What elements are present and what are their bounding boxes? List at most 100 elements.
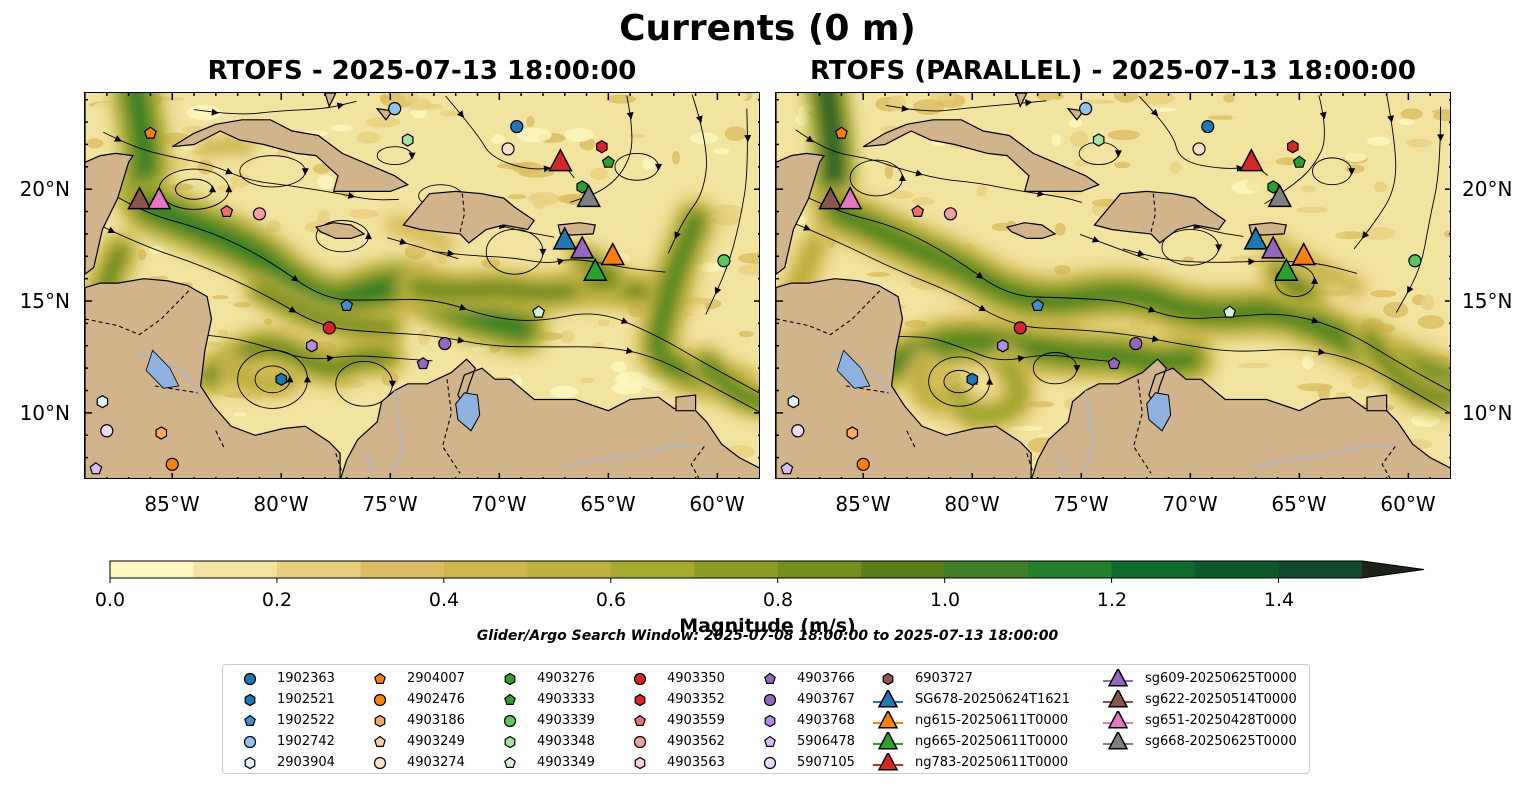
y-tick-label: 10°N [1462, 401, 1513, 425]
legend-shape [634, 714, 646, 726]
streamline-arrow [456, 110, 465, 118]
streamline-arrow [1236, 164, 1244, 172]
land-central [776, 278, 1032, 478]
glider-marker [569, 235, 595, 259]
colorbar-segment [443, 561, 528, 578]
legend-label: ng615-20250611T0000 [915, 713, 1069, 728]
legend-shape [764, 714, 776, 728]
streamline-arrow [986, 377, 994, 385]
streamline-arrow [288, 306, 297, 313]
legend-triangle [1107, 669, 1129, 687]
glider-marker [552, 226, 577, 250]
streamline [1264, 95, 1325, 205]
land [85, 93, 759, 478]
argo-float-marker [532, 305, 546, 318]
legend-triangle [1107, 690, 1129, 708]
argo-float-marker [596, 140, 608, 154]
legend-label: 4903276 [537, 671, 595, 686]
streamline-arrow [557, 258, 565, 266]
legend-label: sg651-20250428T0000 [1145, 713, 1297, 728]
streamline-arrow [1387, 115, 1395, 123]
colorbar-segment [527, 561, 612, 578]
streamline-arrow [1091, 235, 1100, 243]
colorbar-segment [861, 561, 946, 578]
glider-marker [576, 183, 601, 208]
argo-float-marker [100, 424, 114, 438]
argo-float-marker [997, 339, 1009, 353]
legend-marker-icon [1103, 690, 1133, 708]
streamline-arrow [714, 286, 722, 295]
colorbar-tick-label: 1.2 [1096, 589, 1128, 611]
legend-shape [763, 693, 777, 707]
glider-marker [818, 186, 843, 210]
streamline-arrow [805, 135, 814, 143]
y-tick-label: 20°N [19, 177, 70, 201]
x-tick-label: 60°W [1380, 492, 1436, 516]
land [776, 93, 1450, 478]
legend-marker-icon [633, 735, 647, 749]
glider-marker [1274, 257, 1299, 281]
colorbar-segment [1111, 561, 1196, 578]
streamline-arrow [336, 102, 345, 110]
legend-label: SG678-20250624T1621 [915, 692, 1071, 707]
colorbar-segment [1028, 561, 1113, 578]
legend-marker-icon [244, 714, 256, 726]
streamline-arrow [107, 226, 116, 234]
legend-shape [244, 714, 256, 726]
x-tick-label: 65°W [580, 492, 636, 516]
legend-label: ng783-20250611T0000 [915, 755, 1069, 770]
argo-float-marker [576, 180, 588, 194]
streamline [1395, 106, 1442, 313]
legend-shape [243, 672, 257, 686]
left-panel-title: RTOFS - 2025-07-13 18:00:00 [207, 56, 637, 86]
legend-shape [374, 672, 386, 684]
streamline-arrow [286, 375, 294, 383]
legend-label: 4903349 [537, 755, 595, 770]
river [365, 452, 374, 472]
x-tick-label: 80°W [253, 492, 309, 516]
x-tick-label: 85°W [835, 492, 891, 516]
country-border [1026, 453, 1034, 474]
streamline-arrow [1151, 335, 1160, 343]
country-border [335, 453, 343, 474]
legend-marker-icon [873, 690, 903, 708]
legend-shape [373, 756, 387, 770]
legend-shape [244, 756, 256, 770]
streamline-arrow [901, 104, 909, 112]
legend-shape [504, 756, 516, 768]
streamline-arrow [915, 169, 924, 177]
streamline-arrow [1215, 244, 1223, 252]
legend-shape [763, 756, 777, 770]
streamline-arrow [1437, 134, 1445, 142]
glider-markers [818, 148, 1316, 281]
glider-marker [548, 148, 573, 172]
axis-ticks [85, 93, 759, 478]
legend-marker-icon [503, 714, 517, 728]
streamline-arrow [301, 168, 309, 176]
rivers [827, 351, 1392, 476]
legend-marker-icon [873, 732, 903, 750]
legend-label: 4903766 [797, 671, 855, 686]
legend-label: 4903350 [667, 671, 725, 686]
colorbar-segment [610, 561, 695, 578]
legend-label: 4903352 [667, 692, 725, 707]
argo-float-marker [501, 142, 515, 156]
legend-label: sg609-20250625T0000 [1145, 671, 1297, 686]
legend-triangle [877, 732, 899, 750]
streamline [570, 95, 633, 203]
argo-float-marker [438, 336, 452, 351]
streamline-arrow [408, 152, 416, 160]
legend-label: 4902476 [407, 692, 465, 707]
country-border [1381, 446, 1396, 478]
colorbar-segment [944, 561, 1029, 578]
float-markers [780, 102, 1422, 475]
legend-label: 2903904 [277, 755, 335, 770]
legend-label: 4903348 [537, 734, 595, 749]
streamline-arrow [211, 108, 219, 116]
y-tick-label: 20°N [1462, 177, 1513, 201]
streamline-arrow [1311, 276, 1319, 284]
rtofs-current-map [85, 93, 759, 478]
streamline [667, 94, 707, 254]
legend-marker-icon [634, 693, 646, 707]
argo-float-marker [1192, 142, 1206, 156]
